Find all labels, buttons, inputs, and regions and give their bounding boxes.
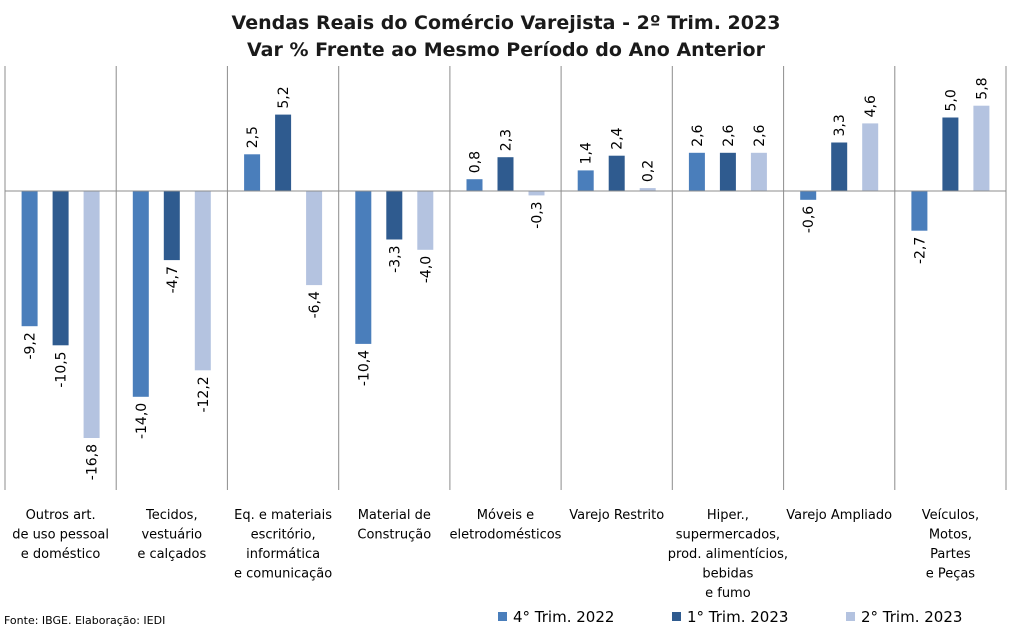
bar <box>21 191 38 327</box>
plot-area: -9,2 -10,5 -16,8 -14,0 -4,7 -12,2 2,5 5,2 -6,4 -1… <box>4 66 1007 490</box>
data-label: -9,2 <box>23 332 39 359</box>
bar <box>608 155 625 191</box>
bar <box>52 191 69 346</box>
bar <box>688 152 705 191</box>
bar <box>194 191 211 371</box>
bar <box>163 191 180 261</box>
legend-label: 1° Trim. 2023 <box>687 608 788 626</box>
data-label: 5,2 <box>276 86 292 108</box>
bar <box>911 191 928 231</box>
bar <box>862 123 879 191</box>
bar <box>831 142 848 191</box>
bar <box>719 152 736 191</box>
data-label: 5,0 <box>943 89 959 111</box>
data-label: -0,6 <box>801 206 817 233</box>
data-label: -10,4 <box>356 350 372 386</box>
category-label: Varejo Ampliado <box>786 508 892 523</box>
data-label: -10,5 <box>54 351 70 387</box>
bar <box>528 191 545 196</box>
chart-title-line-1: Vendas Reais do Comércio Varejista - 2º … <box>232 12 781 34</box>
bar <box>275 114 292 191</box>
data-label: 0,8 <box>468 151 484 173</box>
data-label: -3,3 <box>387 246 403 273</box>
data-label: 4,6 <box>863 95 879 117</box>
data-label: 3,3 <box>832 114 848 136</box>
bar <box>132 191 149 397</box>
data-label: -16,8 <box>85 444 101 480</box>
legend-swatch <box>498 612 507 621</box>
bar <box>244 154 261 192</box>
data-label: -14,0 <box>134 403 150 439</box>
category-label: Móveis e eletrodomésticos <box>450 508 562 543</box>
data-label: 2,6 <box>721 124 737 146</box>
data-label: 2,6 <box>690 124 706 146</box>
data-label: -12,2 <box>196 376 212 412</box>
bar <box>355 191 372 344</box>
category-label: Varejo Restrito <box>569 508 664 523</box>
data-label: -2,7 <box>912 237 928 264</box>
data-label: -0,3 <box>530 201 546 228</box>
legend-label: 4° Trim. 2022 <box>513 608 614 626</box>
data-label: 1,4 <box>579 142 595 164</box>
category-label: Hiper., supermercados, prod. alimentícios,… <box>668 508 788 601</box>
bar <box>750 152 767 191</box>
category-label: Eq. e materiais escritório, informática e c… <box>234 508 332 582</box>
legend-swatch <box>672 612 681 621</box>
legend: 4° Trim. 2022 1° Trim. 2023 2° Trim. 2023 <box>498 608 962 626</box>
bar <box>83 191 100 438</box>
data-label: -6,4 <box>307 291 323 318</box>
legend-label: 2° Trim. 2023 <box>861 608 962 626</box>
data-label: 2,6 <box>752 124 768 146</box>
source-note: Fonte: IBGE. Elaboração: IEDI <box>4 614 165 627</box>
category-label: Tecidos, vestuário e calçados <box>137 508 206 562</box>
data-label: 2,3 <box>499 129 515 151</box>
data-label: -4,7 <box>165 266 181 293</box>
data-label: 2,4 <box>610 127 626 149</box>
bar <box>386 191 403 240</box>
bar <box>639 188 656 191</box>
bar <box>306 191 323 286</box>
category-label: Material de Construção <box>357 508 431 543</box>
data-label: 0,2 <box>641 160 657 182</box>
bar <box>942 117 959 191</box>
bar <box>973 105 990 191</box>
legend-swatch <box>846 612 855 621</box>
data-label: -4,0 <box>418 256 434 283</box>
bar <box>417 191 434 250</box>
bar <box>800 191 817 200</box>
data-label: 5,8 <box>974 77 990 99</box>
bar <box>497 157 514 191</box>
bar <box>577 170 594 191</box>
category-labels: Outros art. de uso pessoal e doméstico Teci… <box>12 508 979 601</box>
chart-title-line-2: Var % Frente ao Mesmo Período do Ano Ant… <box>247 39 766 61</box>
category-label: Outros art. de uso pessoal e doméstico <box>12 508 109 562</box>
bar <box>466 179 483 191</box>
category-label: Veículos, Motos, Partes e Peças <box>922 508 979 582</box>
data-label: 2,5 <box>245 126 261 148</box>
